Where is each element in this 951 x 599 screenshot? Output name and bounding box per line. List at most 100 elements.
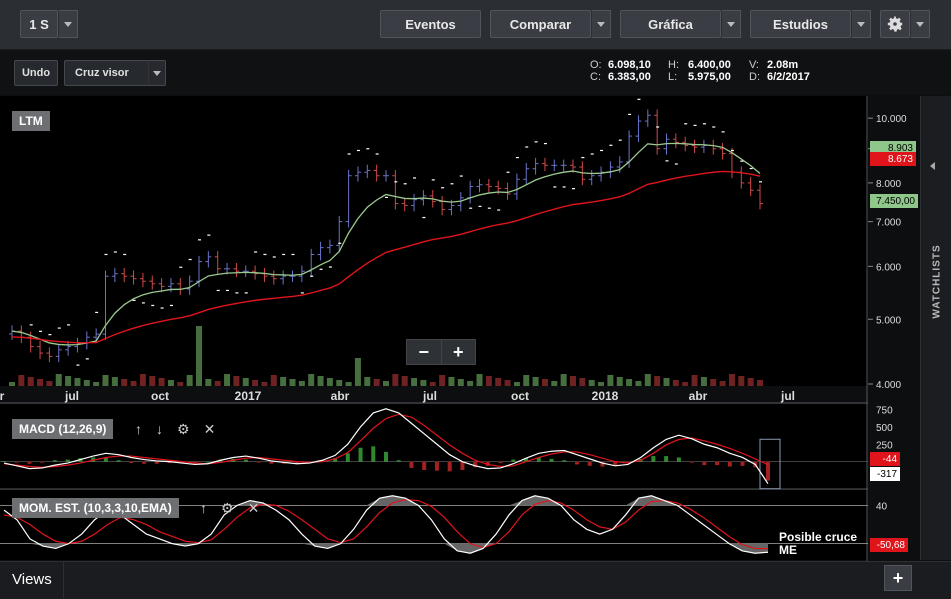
sar-dot (132, 299, 136, 301)
macd-hist-bar (422, 461, 427, 470)
sar-dot (403, 183, 407, 185)
macd-hist-bar (613, 461, 618, 466)
volume-bar (298, 381, 305, 386)
zoom-in-button[interactable]: + (440, 340, 476, 364)
macd-hist-bar (2, 460, 6, 462)
compare-dropdown[interactable] (591, 10, 611, 38)
price-tag-2: 8.673 (887, 153, 913, 165)
settings-dropdown[interactable] (910, 10, 930, 38)
events-button[interactable]: Eventos (380, 10, 481, 38)
gear-icon[interactable]: ⚙ (221, 499, 234, 516)
chart-dropdown[interactable] (721, 10, 741, 38)
sar-dot (95, 311, 99, 314)
crosshair-dropdown[interactable] (148, 60, 166, 86)
views-tab[interactable]: Views (0, 561, 64, 598)
close-icon[interactable]: ✕ (203, 420, 216, 437)
sar-dot (188, 258, 192, 261)
undo-button[interactable]: Undo (14, 60, 58, 86)
period-dropdown[interactable] (58, 10, 78, 38)
volume-bar (672, 380, 679, 386)
move-up-icon[interactable]: ↑ (200, 500, 207, 516)
price-tag-ma-long: 8.673 (870, 152, 916, 166)
studies-button[interactable]: Estudios (750, 10, 851, 38)
volume-bar (682, 382, 689, 386)
volume-bar (252, 380, 259, 386)
sar-dot (759, 181, 762, 183)
watchlists-tab[interactable]: WATCHLISTS (923, 241, 951, 321)
macd-hist-bar (600, 461, 605, 467)
sar-dot (572, 188, 575, 190)
sar-dot (459, 175, 463, 177)
volume-bar (513, 382, 520, 386)
sar-dot (310, 275, 314, 277)
sar-dot (347, 153, 351, 155)
x-tick-label: oct (511, 389, 529, 403)
compare-button[interactable]: Comparar (490, 10, 591, 38)
y-tick-label: 4.000 (876, 380, 901, 391)
sar-dot (300, 292, 304, 294)
macd-hist-bar (409, 461, 414, 468)
sar-dot (441, 187, 445, 189)
macd-hist-bar (193, 461, 197, 464)
settings-button[interactable] (880, 10, 910, 38)
volume-bar (373, 379, 380, 386)
macd-hist-bar (294, 461, 299, 464)
chart-canvas[interactable]: 10.0009.0008.0007.0006.0005.0004.000rjul… (0, 96, 920, 561)
volume-bar (579, 378, 586, 386)
gear-icon[interactable]: ⚙ (177, 420, 190, 437)
mom-k-line (3, 495, 769, 554)
sar-dot (749, 167, 753, 170)
zoom-out-button[interactable]: − (418, 341, 429, 362)
volume-bar (242, 378, 249, 386)
sar-dot (179, 266, 183, 268)
chevron-left-icon[interactable] (930, 162, 935, 170)
high-key: H: (668, 59, 679, 71)
price-tag-ma-short: 8.903 (870, 141, 916, 155)
sar-dot (413, 177, 417, 179)
watchlists-panel[interactable]: WATCHLISTS (920, 96, 951, 560)
sar-dot (375, 153, 379, 155)
volume-bar (158, 378, 165, 386)
sar-dot (543, 142, 547, 145)
volume-bar (233, 376, 240, 386)
crosshair-select[interactable]: Cruz visor (64, 60, 150, 86)
main-panel-label: LTM (12, 111, 50, 131)
open-key: O: (590, 59, 602, 71)
volume-bar (37, 379, 44, 386)
chart-button[interactable]: Gráfica (620, 10, 721, 38)
x-tick-label: jul (422, 389, 437, 403)
move-down-icon[interactable]: ↓ (156, 421, 163, 437)
volume-bar (485, 376, 492, 386)
sar-dot (328, 266, 332, 268)
sar-dot (226, 289, 230, 292)
mom-label: MOM. EST. (10,3,3,10,EMA) (19, 501, 172, 515)
macd-signal-line (3, 413, 769, 468)
macd-hist-bar (485, 461, 490, 466)
period-select[interactable]: 1 S (20, 10, 58, 38)
volume-bar (429, 382, 436, 386)
move-up-icon[interactable]: ↑ (135, 421, 142, 437)
volume-bar (205, 379, 212, 386)
open-value: 6.098,10 (608, 59, 651, 71)
sar-dot (338, 242, 342, 244)
chevron-down-icon (597, 21, 605, 27)
studies-dropdown[interactable] (851, 10, 871, 38)
volume-bar (635, 381, 642, 386)
volume-bar (598, 382, 605, 386)
volume-bar (121, 379, 128, 386)
volume-bar (196, 326, 202, 386)
high-value: 6.400,00 (688, 59, 731, 71)
macd-hist-bar (715, 461, 720, 466)
volume-bar (747, 378, 754, 386)
add-view-button[interactable]: + (884, 565, 912, 591)
volume-bar (186, 375, 193, 386)
macd-line (3, 408, 769, 485)
macd-hist-bar (575, 461, 579, 465)
macd-hist-bar (460, 461, 465, 470)
close-icon[interactable]: ✕ (247, 499, 260, 516)
volume-bar (27, 377, 34, 386)
low-value: 5.975,00 (688, 71, 731, 83)
volume-bar (495, 378, 502, 386)
volume-bar (364, 377, 371, 386)
volume-bar (317, 376, 324, 386)
